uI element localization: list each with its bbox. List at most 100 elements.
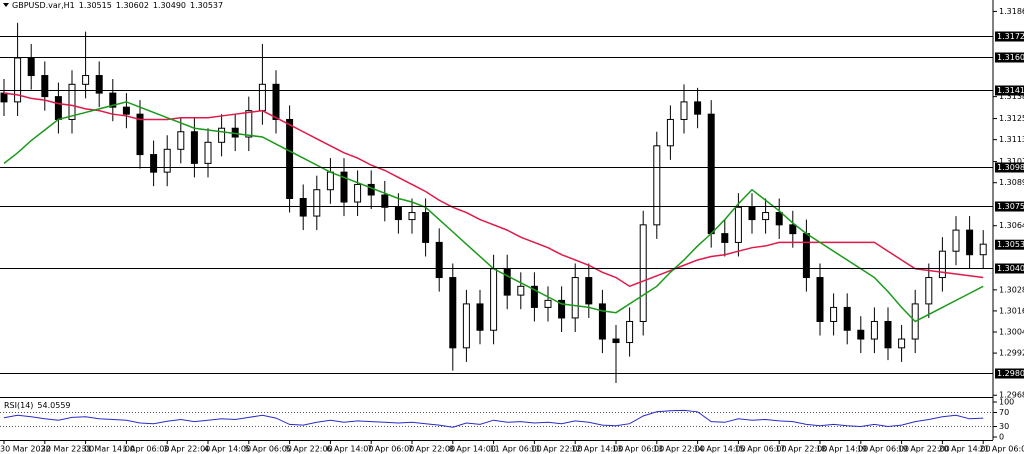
last-price-box [995,239,1024,250]
candle-body [830,306,838,322]
candle-body [258,83,266,112]
candle-body [925,277,933,305]
x-tick-label: 13 Apr 06:00 [612,445,664,454]
x-tick-label: 20 Apr 14:00 [938,445,990,454]
candle-body [422,212,430,243]
x-tick-label: 11 Apr 22:00 [530,445,582,454]
candle-body [884,320,892,349]
candle-body [639,224,647,322]
level-label: 1.30406 [997,264,1024,273]
y-tick-label: 1.31255 [999,114,1024,123]
y-tick-label: 1.31865 [999,7,1024,16]
candle-body [898,338,906,349]
x-tick-label: 31 Mar 14:00 [82,445,135,454]
candle-body [136,113,144,156]
x-tick-label: 5 Apr 06:00 [245,445,292,454]
candle-body [0,92,8,103]
x-tick-label: 19 Apr 06:00 [857,445,909,454]
candle-body [245,110,253,138]
rsi-line [3,409,984,428]
candle-body [762,212,770,221]
level-label-box [995,368,1024,379]
x-tick-label: 11 Apr 06:00 [490,445,542,454]
candle-body [870,320,878,340]
candle-body [41,75,49,98]
candle-body [952,229,960,252]
candle-body [979,243,987,256]
candle-body [775,212,783,226]
candle-body [367,183,375,196]
candle-body [598,303,606,340]
x-tick-label: 7 Apr 06:00 [367,445,414,454]
candle-body [802,233,810,279]
last-price-label: 1.30537 [997,240,1024,249]
y-tick-label: 1.30280 [999,285,1024,294]
candle-body [626,320,634,344]
candle-body [109,92,117,108]
candle-body [68,83,76,120]
y-tick-label: 1.31135 [999,135,1024,144]
y-tick-label: 1.31380 [999,92,1024,101]
candle-body [843,306,851,331]
y-tick-label: 1.30645 [999,221,1024,230]
candle-body [694,101,702,115]
candle-body [54,96,62,120]
x-tick-label: 30 Mar 2022 [0,445,51,454]
candle-body [190,131,198,164]
candle-body [218,127,226,143]
level-label-box [995,162,1024,173]
candle-body [530,285,538,308]
candle-body [571,277,579,319]
rsi-tick-label: 0 [999,433,1004,442]
candle-body [326,171,334,191]
candle-body [27,57,35,77]
level-label-box [995,85,1024,96]
x-tick-label: 21 Apr 06:00 [979,445,1024,454]
candle-body [666,118,674,147]
ohlc-high: 1.30602 [116,1,149,10]
y-tick-label: 1.30160 [999,306,1024,315]
x-tick-label: 1 Apr 06:00 [122,445,169,454]
ohlc-low: 1.30490 [153,1,186,10]
candle-body [585,277,593,305]
rsi-value: 54.0559 [37,401,70,410]
level-label: 1.31417 [997,86,1024,95]
x-tick-label: 30 Mar 22:00 [41,445,94,454]
y-tick-label: 1.29680 [999,391,1024,400]
candle-body [748,206,756,221]
level-label-box [995,201,1024,212]
candle-body [204,141,212,164]
candle-body [653,145,661,226]
candle-body [150,154,158,173]
x-tick-label: 8 Apr 14:00 [449,445,496,454]
candle-body [286,118,294,199]
level-label: 1.30980 [997,163,1024,172]
level-label: 1.30758 [997,202,1024,211]
candle-body [163,148,171,173]
candle-body [707,113,715,235]
ohlc-open: 1.30515 [79,1,112,10]
rsi-tick-label: 70 [999,408,1009,417]
candle-body [354,183,362,203]
y-tick-label: 1.29920 [999,349,1024,358]
candle-body [721,233,729,243]
candle-body [95,75,103,94]
candle-body [340,171,348,203]
candle-body [394,206,402,221]
candle-body [122,106,130,115]
level-label: 1.29809 [997,369,1024,378]
x-tick-label: 6 Apr 14:00 [326,445,373,454]
candle-body [938,250,946,279]
candle-body [544,299,552,308]
candle-body [313,189,321,217]
y-tick-label: 1.30890 [999,178,1024,187]
x-tick-label: 15 Apr 06:00 [734,445,786,454]
candle-body [177,131,185,150]
rsi-name: RSI(14) [4,401,33,410]
level-label-box [995,31,1024,42]
candle-body [449,277,457,349]
candle-body [966,229,974,256]
x-tick-label: 4 Apr 14:00 [204,445,251,454]
candle-body [490,268,498,331]
